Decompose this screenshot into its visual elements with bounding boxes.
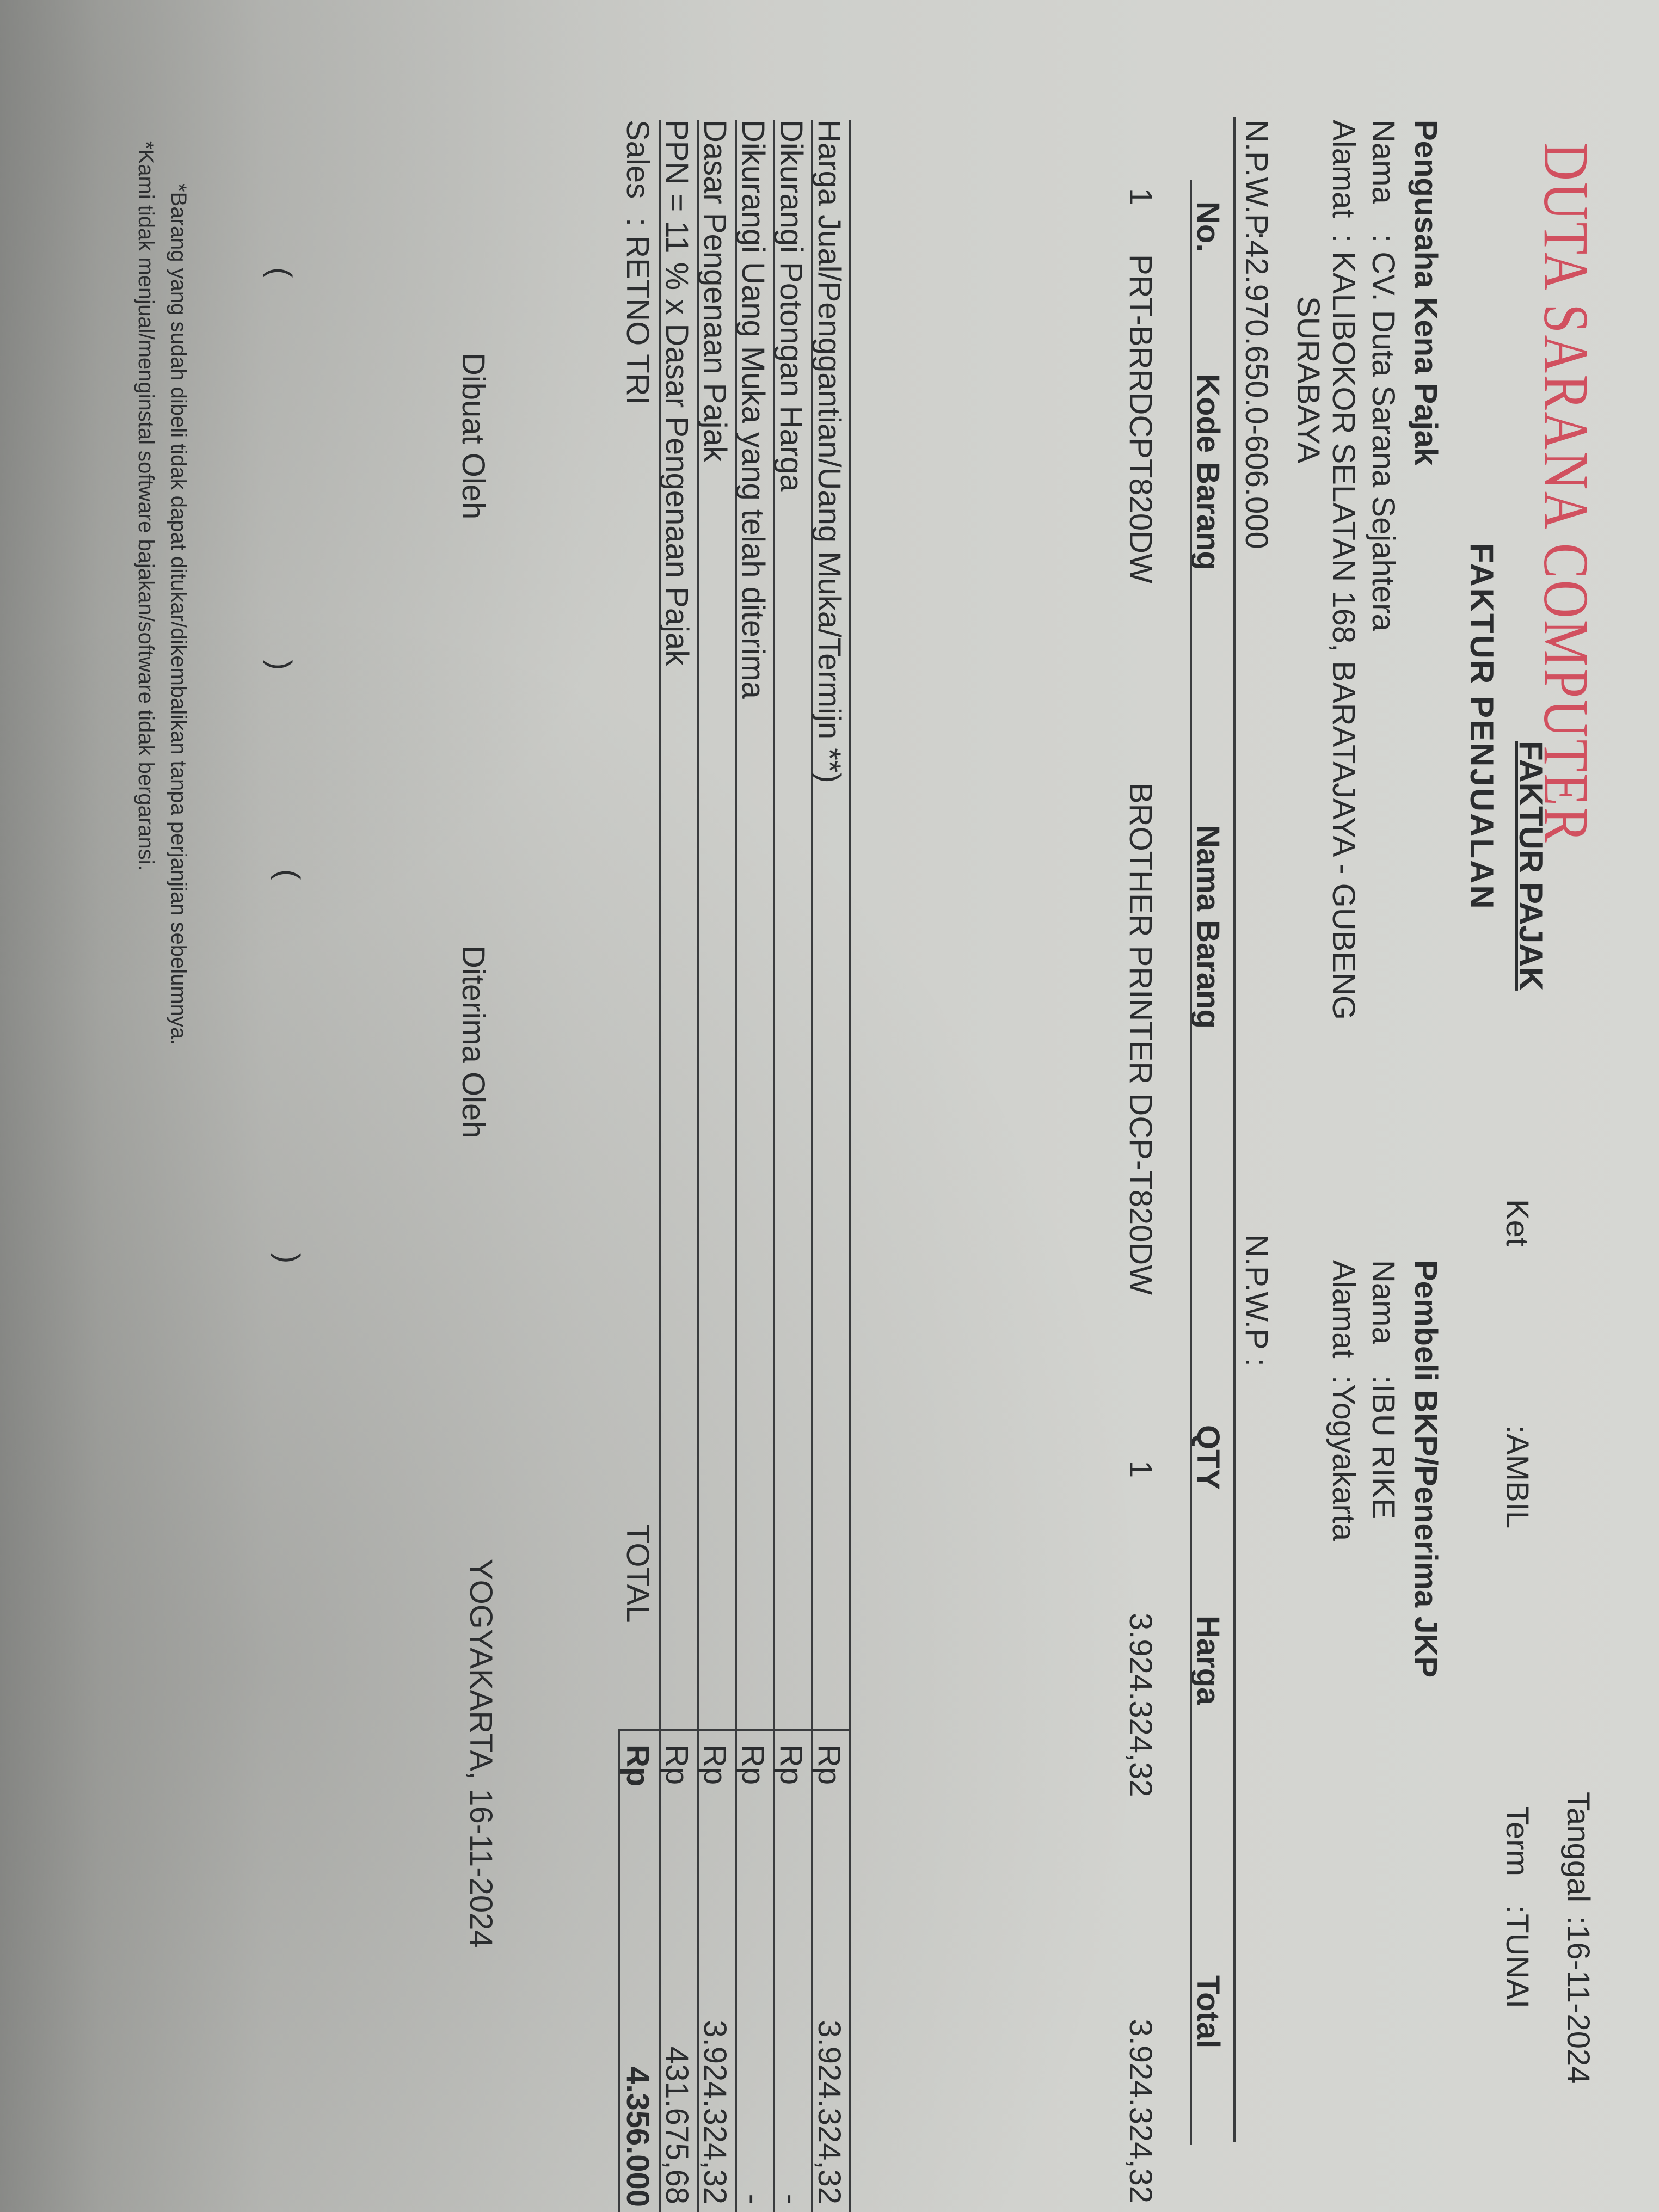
- table-top-rule: [1233, 117, 1236, 2142]
- date-value: :16-11-2024: [1560, 1916, 1596, 2084]
- summary-currency: Rp: [773, 1744, 809, 1785]
- header-no: No.: [1190, 201, 1226, 253]
- summary-rule: [849, 120, 851, 2212]
- summary-currency: Rp: [697, 1744, 733, 1785]
- received-by-open-paren: (: [271, 869, 306, 880]
- summary-value: -: [773, 2193, 809, 2204]
- buyer-name-label: Nama: [1366, 1260, 1401, 1344]
- seller-name-label: Nama: [1366, 120, 1401, 204]
- buyer-heading: Pembeli BKP/Penerima JKP: [1408, 1260, 1443, 1678]
- document-subtitle: FAKTUR PENJUALAN: [1464, 543, 1500, 911]
- header-nama-barang: Nama Barang: [1190, 825, 1226, 1029]
- summary-currency: Rp: [812, 1744, 847, 1785]
- summary-label: PPN = 11 % x Dasar Pengenaan Pajak: [659, 120, 695, 666]
- buyer-npwp-label: N.P.W.P :: [1239, 1234, 1274, 1367]
- sales-value: : RETNO TRI: [620, 218, 655, 405]
- seller-npwp-value: :42.970.650.0-606.000: [1239, 231, 1274, 549]
- header-harga: Harga: [1190, 1615, 1226, 1705]
- summary-box-left: [618, 1729, 851, 1731]
- header-qty: QTY: [1190, 1425, 1226, 1490]
- row-total: 3.924.324,32: [1123, 2019, 1158, 2203]
- total-label: TOTAL: [620, 1524, 655, 1623]
- summary-value: 431.675,68: [659, 2046, 695, 2204]
- seller-address-city: SURABAYA: [1291, 296, 1326, 464]
- made-by-open-paren: (: [262, 267, 298, 278]
- buyer-address-label: Alamat: [1326, 1260, 1361, 1359]
- summary-label: Dasar Pengenaan Pajak: [697, 120, 733, 462]
- summary-currency: Rp: [659, 1744, 695, 1785]
- summary-value: 3.924.324,32: [697, 2020, 733, 2204]
- made-by-close-paren: ): [262, 660, 298, 671]
- received-by-close-paren: ): [271, 1253, 306, 1264]
- seller-address-value: : KALIBOKOR SELATAN 168, BARATAJAYA - GU…: [1326, 234, 1361, 1020]
- footnote: *Barang yang sudah dibeli tidak dapat di…: [167, 183, 191, 1046]
- table-header-rule: [1190, 180, 1192, 2145]
- buyer-name-value: :IBU RIKE: [1366, 1375, 1401, 1520]
- total-value: 4.356.000: [620, 2066, 655, 2207]
- row-kode: PRT-BRRDCPT820DW: [1123, 254, 1158, 583]
- term-label: Term: [1500, 1806, 1535, 1876]
- summary-currency: Rp: [735, 1744, 771, 1785]
- seller-npwp-label: N.P.W.P: [1239, 120, 1274, 235]
- row-no: 1: [1123, 188, 1158, 206]
- buyer-address-value: :Yogyakarta: [1326, 1375, 1361, 1541]
- date-label: Tanggal: [1560, 1792, 1596, 1903]
- seller-address-label: Alamat: [1326, 120, 1361, 218]
- summary-value: 3.924.324,32: [812, 2020, 847, 2204]
- sales-label: Sales: [620, 120, 655, 199]
- ket-label: Ket: [1500, 1199, 1535, 1247]
- total-currency: Rp: [620, 1744, 655, 1787]
- place-date: YOGYAKARTA, 16-11-2024: [463, 1559, 499, 1948]
- seller-name-value: : CV. Duta Sarana Sejahtera: [1366, 234, 1401, 631]
- row-harga: 3.924.324,32: [1123, 1613, 1158, 1797]
- summary-label: Harga Jual/Penggantian/Uang Muka/Termijn…: [812, 120, 847, 783]
- seller-heading: Pengusaha Kena Pajak: [1408, 120, 1443, 466]
- footnote: *Kami tidak menjual/menginstal software …: [134, 141, 158, 871]
- summary-value: -: [735, 2193, 771, 2204]
- term-value: :TUNAI: [1500, 1905, 1535, 2009]
- document-title: FAKTUR PAJAK: [1513, 741, 1549, 991]
- summary-label: Dikurangi Uang Muka yang telah diterima: [735, 120, 771, 699]
- header-kode-barang: Kode Barang: [1190, 374, 1226, 570]
- ket-value: :AMBIL: [1500, 1425, 1535, 1529]
- row-qty: 1: [1123, 1460, 1158, 1478]
- made-by-label: Dibuat Oleh: [456, 353, 491, 520]
- company-name: DUTA SARANA COMPUTER: [1531, 143, 1602, 845]
- row-nama: BROTHER PRINTER DCP-T820DW: [1123, 783, 1158, 1295]
- received-by-label: Diterima Oleh: [456, 945, 491, 1139]
- header-total: Total: [1190, 1975, 1226, 2049]
- summary-label: Dikurangi Potongan Harga: [773, 120, 809, 492]
